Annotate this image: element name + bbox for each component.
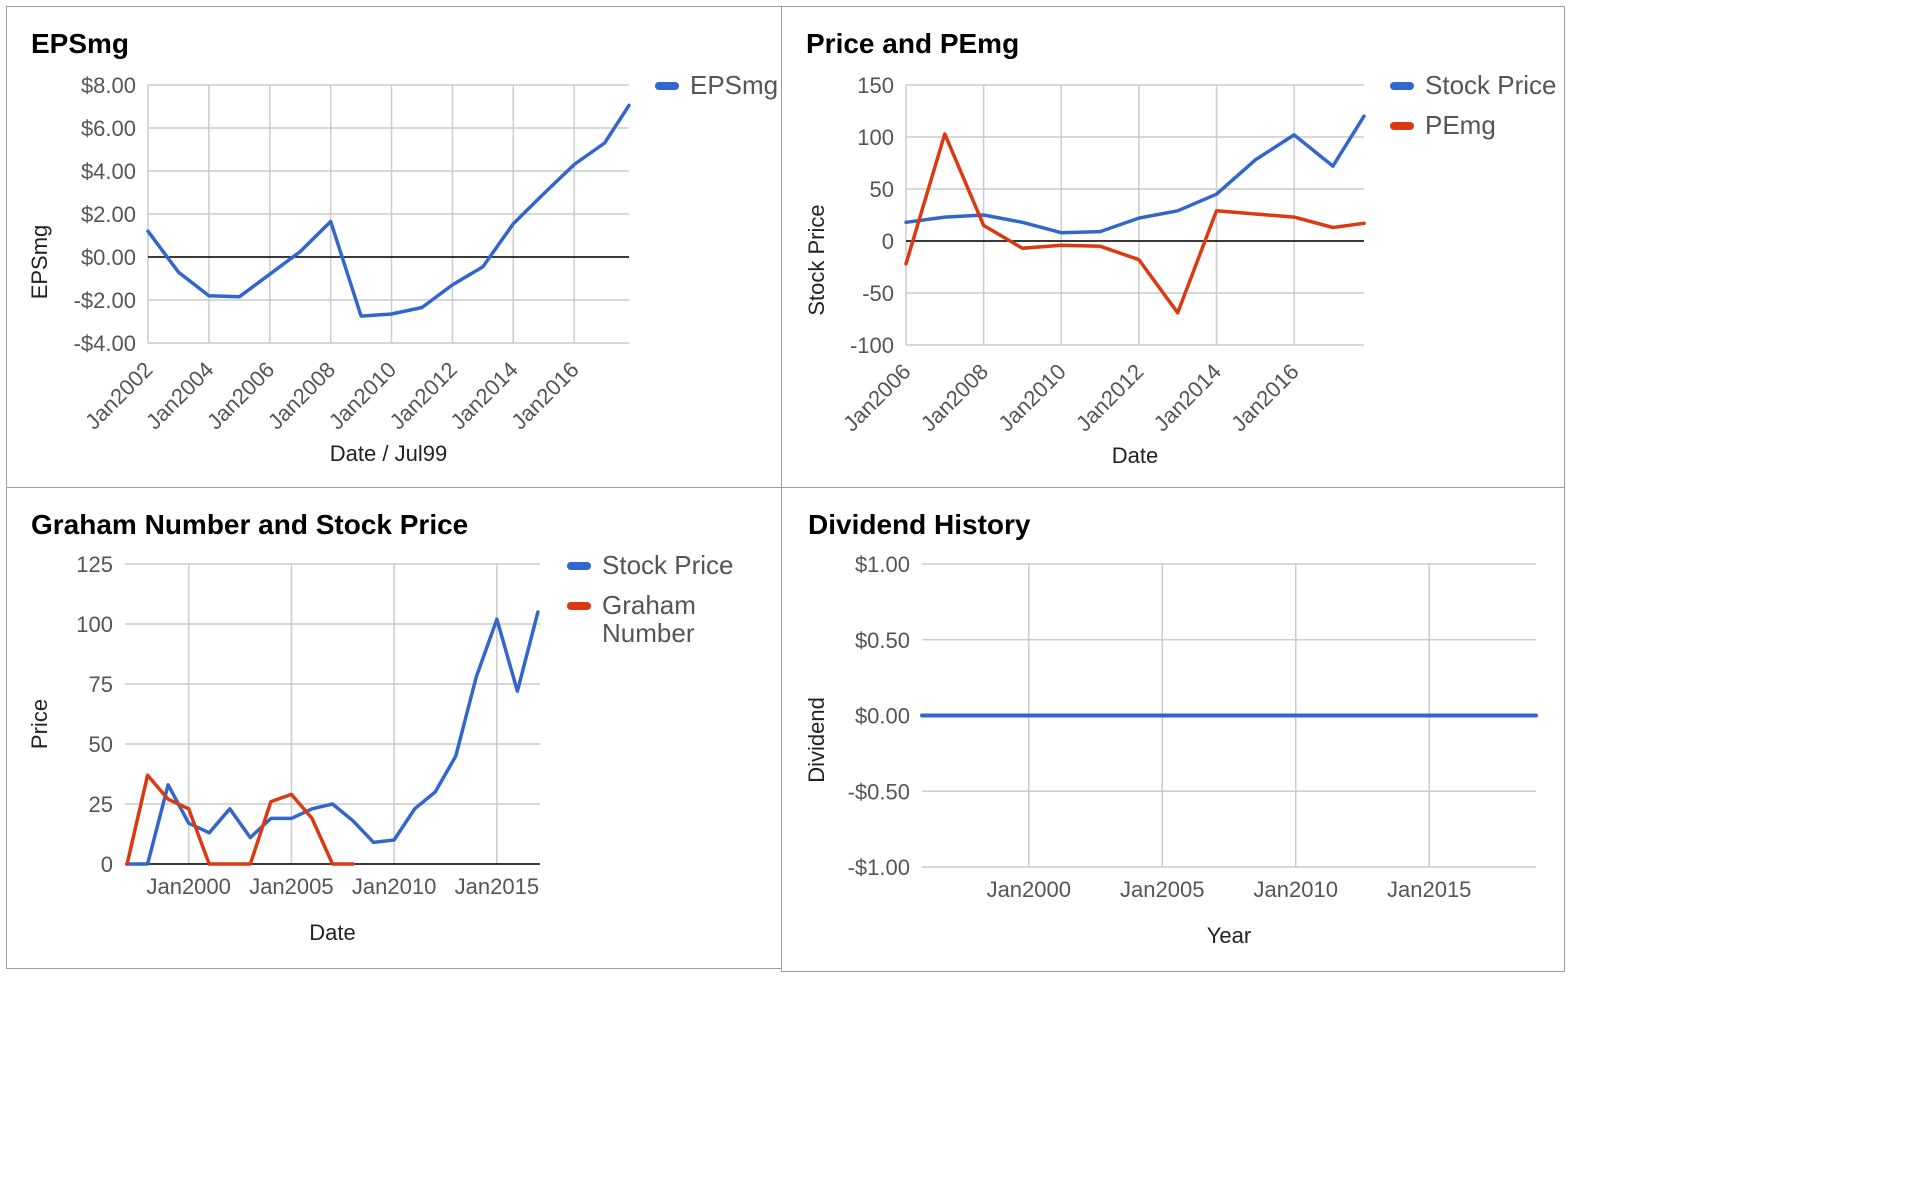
x-tick-label: Jan2000 xyxy=(146,874,230,899)
y-axis-label: EPSmg xyxy=(27,225,52,300)
legend-swatch xyxy=(1390,122,1414,130)
y-tick-label: -$1.00 xyxy=(848,855,910,880)
y-tick-label: $8.00 xyxy=(81,73,136,98)
y-tick-label: 75 xyxy=(89,672,113,697)
eps-chart: EPSmg $8.00 $6.00 $4.00 $2.00 $0.00 -$2.00 -$4.… xyxy=(27,28,778,466)
y-tick-label: 50 xyxy=(89,732,113,757)
x-tick-label: Jan2016 xyxy=(1226,359,1303,436)
y-tick-label: $0.00 xyxy=(855,704,910,729)
x-axis-label: Year xyxy=(1207,923,1251,948)
x-tick-label: Jan2012 xyxy=(1071,359,1148,436)
y-tick-label: 50 xyxy=(870,177,894,202)
legend-label: PEmg xyxy=(1425,110,1496,140)
graham-chart: Graham Number and Stock Price 125 100 75 50 2… xyxy=(27,509,734,945)
y-tick-label: 0 xyxy=(882,229,894,254)
chart-title: Price and PEmg xyxy=(806,28,1019,59)
x-axis-label: Date / Jul99 xyxy=(330,441,447,466)
dividend-chart: Dividend History $1.00 $0.50 $0.00 -$0.50 -$1… xyxy=(804,509,1538,948)
y-tick-label: $6.00 xyxy=(81,116,136,141)
x-tick-label: Jan2015 xyxy=(1387,877,1471,902)
chart-title: EPSmg xyxy=(31,28,129,59)
x-tick-label: Jan2010 xyxy=(993,359,1070,436)
y-tick-label: $4.00 xyxy=(81,159,136,184)
y-tick-label: 0 xyxy=(101,852,113,877)
y-tick-label: 100 xyxy=(76,612,113,637)
series-line-0 xyxy=(904,114,1366,235)
legend-label: Stock Price xyxy=(602,550,734,580)
legend-swatch xyxy=(1390,82,1414,90)
y-tick-label: 100 xyxy=(857,125,894,150)
legend-label: EPSmg xyxy=(690,70,778,100)
x-tick-label: Jan2008 xyxy=(916,359,993,436)
series-line-1 xyxy=(125,773,355,866)
legend-label: Stock Price xyxy=(1425,70,1557,100)
x-axis-label: Date xyxy=(309,920,355,945)
series-line-1 xyxy=(904,132,1366,315)
y-tick-label: -$0.50 xyxy=(848,779,910,804)
x-tick-label: Jan2006 xyxy=(838,359,915,436)
x-axis-label: Date xyxy=(1112,443,1158,468)
series-line-0 xyxy=(146,103,631,318)
chart-title: Dividend History xyxy=(808,509,1031,540)
y-tick-label: $1.00 xyxy=(855,552,910,577)
y-tick-label: $0.50 xyxy=(855,628,910,653)
y-axis-label: Dividend xyxy=(804,697,829,783)
chart-title: Graham Number and Stock Price xyxy=(31,509,468,540)
x-tick-label: Jan2015 xyxy=(455,874,539,899)
x-tick-label: Jan2005 xyxy=(1120,877,1204,902)
y-tick-label: -100 xyxy=(850,333,894,358)
legend-label: Graham Number xyxy=(602,590,696,648)
legend-swatch xyxy=(567,562,591,570)
legend-swatch xyxy=(567,602,591,610)
y-tick-label: 25 xyxy=(89,792,113,817)
price-pe-chart-panel: Price and PEmg 150 100 50 0 -50 -100 Jan2006 Jan… xyxy=(781,6,1565,488)
x-tick-label: Jan2014 xyxy=(1149,359,1226,436)
y-tick-label: -$2.00 xyxy=(74,288,136,313)
y-tick-label: $0.00 xyxy=(81,245,136,270)
y-axis-label: Stock Price xyxy=(804,204,829,315)
x-tick-label: Jan2016 xyxy=(506,357,583,434)
y-tick-label: 150 xyxy=(857,73,894,98)
dividend-chart-panel: Dividend History $1.00 $0.50 $0.00 -$0.50 -$1… xyxy=(781,487,1565,972)
y-tick-label: -$4.00 xyxy=(74,331,136,356)
eps-chart-panel: EPSmg $8.00 $6.00 $4.00 $2.00 $0.00 -$2.00 -$4.… xyxy=(6,6,782,488)
graham-chart-panel: Graham Number and Stock Price 125 100 75 50 2… xyxy=(6,487,782,969)
x-tick-label: Jan2000 xyxy=(987,877,1071,902)
legend-swatch xyxy=(655,82,679,90)
y-axis-label: Price xyxy=(27,699,52,749)
x-tick-label: Jan2010 xyxy=(1254,877,1338,902)
x-tick-label: Jan2005 xyxy=(249,874,333,899)
y-tick-label: $2.00 xyxy=(81,202,136,227)
x-tick-label: Jan2010 xyxy=(352,874,436,899)
y-tick-label: -50 xyxy=(862,281,894,306)
y-tick-label: 125 xyxy=(76,552,113,577)
